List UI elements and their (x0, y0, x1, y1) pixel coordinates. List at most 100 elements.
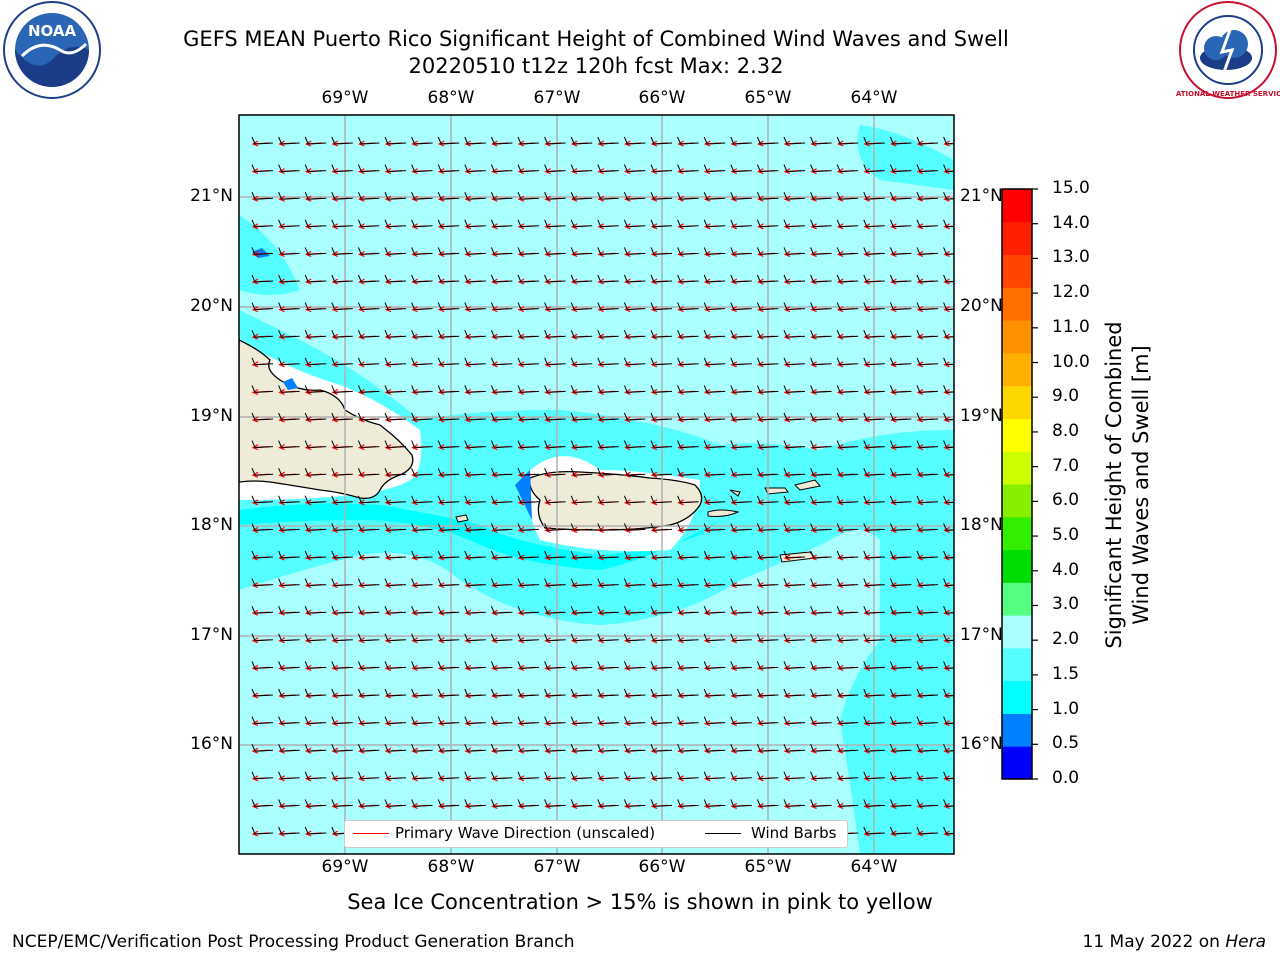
wave-arrow-head (411, 168, 418, 175)
wind-barb (464, 744, 486, 752)
wave-arrow-head (783, 140, 791, 147)
wave-arrow-head (358, 278, 365, 285)
wind-barb (544, 385, 566, 393)
wave-arrow-head (411, 747, 418, 754)
wave-arrow-head (544, 195, 551, 202)
wave-arrow-head (624, 499, 631, 506)
wind-barb (464, 633, 486, 642)
wind-barb (650, 412, 673, 421)
wave-arrow-head (703, 278, 711, 285)
wave-arrow-head (757, 554, 764, 561)
wave-arrow-head (251, 526, 259, 533)
wind-barb (703, 440, 726, 449)
wind-barb (251, 523, 274, 531)
wind-barb (251, 661, 274, 669)
wave-arrow-head (890, 416, 897, 423)
colorbar-segment (1002, 352, 1032, 387)
wave-arrow-head (836, 471, 844, 478)
wind-barb (756, 219, 779, 228)
wind-barb (544, 440, 566, 449)
wave-arrow-head (677, 306, 684, 313)
wind-barb (810, 606, 832, 614)
wind-barb (278, 274, 300, 283)
wind-barb (544, 357, 566, 366)
wave-arrow-head (863, 140, 871, 147)
wave-arrow-head (890, 195, 897, 202)
wind-barb (783, 661, 806, 669)
wind-barb (464, 578, 486, 587)
wind-barb (730, 799, 752, 807)
wave-arrow-head (437, 637, 445, 644)
wave-arrow-head (863, 168, 871, 175)
wave-band-cyan-south (239, 503, 720, 570)
wave-arrow-head (783, 637, 791, 644)
wind-barb (331, 661, 353, 669)
wind-barb (836, 606, 859, 614)
wind-barb (889, 440, 912, 449)
wave-arrow-head (757, 637, 764, 644)
footer-right: 11 May 2022 on Hera (1083, 932, 1267, 952)
wind-barb (810, 247, 832, 255)
wind-barb (597, 440, 619, 449)
wave-arrow-head (836, 554, 844, 561)
wave-arrow-head (943, 775, 950, 782)
wind-barb (623, 688, 646, 697)
wind-barb (730, 688, 752, 697)
wave-arrow-head (810, 278, 817, 285)
wind-barb (650, 468, 673, 476)
colorbar-segment (1002, 549, 1032, 583)
wind-barb (597, 771, 619, 780)
wave-arrow-head (304, 499, 312, 506)
wind-barb (384, 136, 407, 145)
wind-barb (650, 330, 673, 338)
wave-arrow-head (810, 582, 817, 589)
wave-arrow-head (916, 388, 924, 395)
wave-arrow-head (491, 444, 498, 451)
wind-barb (304, 468, 327, 476)
wind-barb (836, 385, 859, 393)
lon-tick-bottom: 68°W (427, 857, 475, 877)
wind-barb (703, 716, 726, 725)
wave-arrow-head (916, 278, 924, 285)
wind-barb (597, 219, 619, 228)
wind-barb (836, 661, 859, 669)
colorbar-tick-label: 1.5 (1052, 663, 1080, 684)
wave-arrow-head (251, 720, 259, 727)
wind-barb (544, 136, 566, 145)
wave-arrow-head (624, 416, 631, 423)
wave-arrow-head (517, 168, 525, 175)
wind-barb (278, 164, 300, 173)
wind-barb (490, 716, 513, 725)
wind-barb (464, 716, 486, 725)
wind-barb (810, 440, 832, 449)
wave-arrow-head (491, 664, 498, 671)
wave-arrow-head (703, 168, 711, 175)
lat-tick-right: 19°N (960, 406, 1003, 426)
wind-barb (490, 412, 513, 421)
wind-barb (650, 633, 673, 642)
wave-arrow-head (411, 333, 418, 340)
wave-arrow-head (890, 278, 897, 285)
wave-arrow-head (677, 361, 684, 368)
wind-barb (464, 330, 486, 338)
colorbar-tick-label: 15.0 (1052, 178, 1090, 198)
wind-barb (437, 357, 460, 366)
wave-arrow-head (703, 802, 711, 809)
wave-arrow-head (943, 582, 950, 589)
wind-barb (756, 164, 779, 173)
wind-barb (437, 274, 460, 283)
wave-arrow-head (624, 333, 631, 340)
wave-arrow-head (491, 554, 498, 561)
wave-arrow-head (836, 692, 844, 699)
wind-barb (623, 192, 646, 200)
wind-barb (677, 606, 699, 614)
wind-barb (703, 633, 726, 642)
wind-barb (304, 302, 327, 311)
wind-barbs-legend-line (705, 833, 741, 834)
wave-arrow-head (251, 361, 259, 368)
wind-barb (943, 771, 954, 780)
wind-barb (703, 550, 726, 559)
wave-arrow-head (757, 609, 764, 616)
wave-arrow-head (863, 444, 871, 451)
wind-barb (943, 192, 954, 200)
